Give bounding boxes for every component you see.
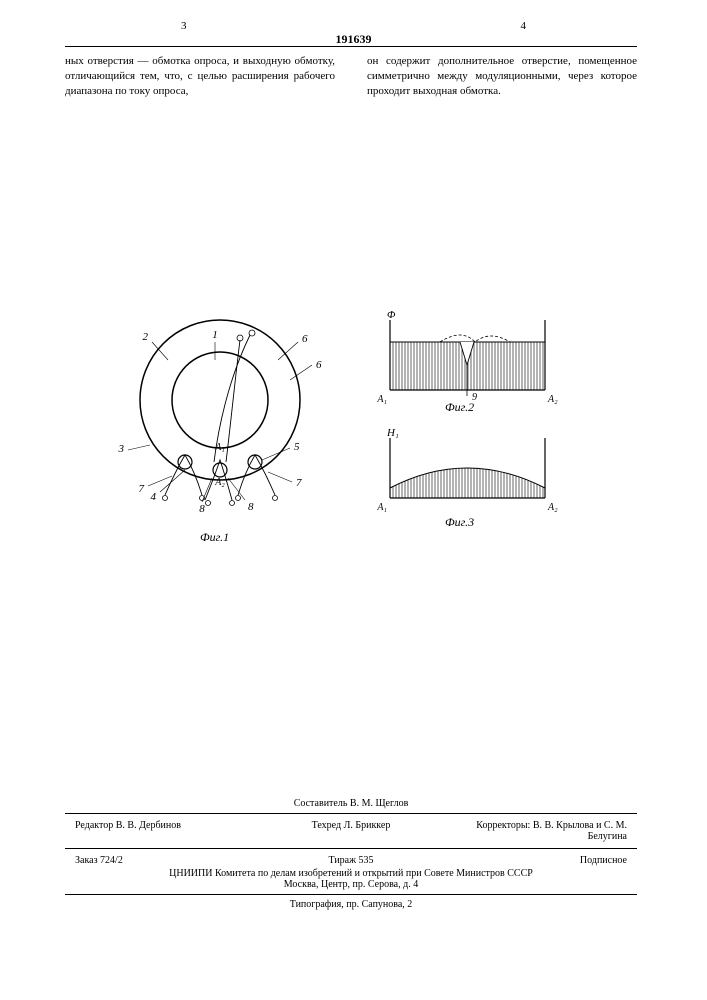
svg-text:Φ: Φ <box>387 309 396 321</box>
svg-text:3: 3 <box>118 443 125 455</box>
svg-text:7: 7 <box>296 477 302 489</box>
colophon-printer: Типография, пр. Сапунова, 2 <box>65 899 637 910</box>
svg-text:A₁: A₁ <box>376 502 387 513</box>
colophon-compiler: Составитель В. М. Щеглов <box>65 798 637 809</box>
colophon-techred: Техред Л. Бриккер <box>259 820 443 842</box>
colophon-circulation: Тираж 535 <box>259 855 443 866</box>
svg-text:6: 6 <box>316 359 322 371</box>
colophon-rule-2 <box>65 848 637 849</box>
colophon-organization: ЦНИИПИ Комитета по делам изобретений и о… <box>65 868 637 879</box>
svg-text:2: 2 <box>143 331 149 343</box>
colophon-order: Заказ 724/2 <box>75 855 259 866</box>
horizontal-rule-top <box>65 46 637 47</box>
figure-1-diagram: A₁ A₂ 1 2 6 6 3 4 5 7 7 <box>110 290 340 540</box>
figures-region: A₁ A₂ 1 2 6 6 3 4 5 7 7 <box>110 290 590 580</box>
svg-text:A₂: A₂ <box>547 502 558 513</box>
svg-text:4: 4 <box>151 491 157 503</box>
body-text-right-column: он содержит дополнительное отверстие, по… <box>367 54 637 99</box>
colophon-subscription: Подписное <box>443 855 627 866</box>
svg-text:5: 5 <box>294 441 300 453</box>
svg-text:8: 8 <box>199 503 205 515</box>
figure-3-caption: Фиг.3 <box>445 515 474 530</box>
page-number-left: 3 <box>181 20 187 32</box>
svg-text:A₁: A₁ <box>376 394 387 405</box>
document-number: 191639 <box>336 32 372 47</box>
colophon-editor: Редактор В. В. Дербинов <box>75 820 259 842</box>
svg-text:H₁: H₁ <box>386 427 399 439</box>
colophon-block: Составитель В. М. Щеглов Редактор В. В. … <box>65 798 637 910</box>
svg-text:A₂: A₂ <box>547 394 558 405</box>
colophon-rule-1 <box>65 813 637 814</box>
colophon-rule-3 <box>65 894 637 895</box>
body-text-left-column: ных отверстия — обмотка опроса, и выходн… <box>65 54 335 99</box>
figure-1-caption: Фиг.1 <box>200 530 229 545</box>
colophon-address: Москва, Центр, пр. Серова, д. 4 <box>65 879 637 890</box>
svg-text:6: 6 <box>302 333 308 345</box>
page-number-right: 4 <box>521 20 527 32</box>
figure-2-caption: Фиг.2 <box>445 400 474 415</box>
svg-text:1: 1 <box>212 329 218 341</box>
colophon-correctors: Корректоры: В. В. Крылова и С. М. Белуги… <box>443 820 627 842</box>
svg-text:7: 7 <box>139 483 145 495</box>
svg-text:A₂: A₂ <box>214 477 225 488</box>
svg-text:8: 8 <box>248 501 254 513</box>
